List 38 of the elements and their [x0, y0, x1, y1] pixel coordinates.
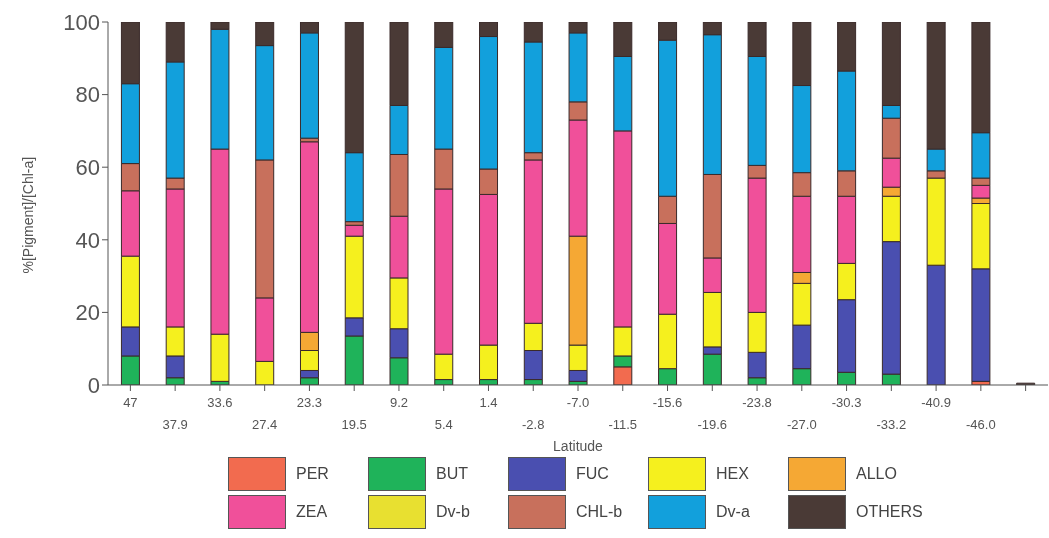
x-tick-label: -30.3 — [831, 395, 862, 410]
legend-label: HEX — [716, 465, 749, 483]
y-tick-label: 40 — [75, 227, 100, 253]
legend-label: CHL-b — [576, 503, 623, 521]
legend-label: PER — [296, 465, 329, 483]
x-tick-label: 1.4 — [479, 395, 498, 410]
x-tick-label: -19.6 — [697, 417, 728, 432]
legend-label: FUC — [576, 465, 609, 483]
legend-label: Dv-b — [436, 503, 470, 521]
y-tick-label: 60 — [75, 155, 100, 181]
y-tick-label: 0 — [87, 372, 100, 398]
x-tick-label: -40.9 — [921, 395, 951, 410]
x-tick-label: -23.8 — [742, 395, 772, 410]
legend-label: Dv-a — [716, 503, 750, 521]
y-tick-label: 80 — [75, 82, 100, 108]
x-tick-label: 9.2 — [389, 395, 408, 410]
y-axis-title: %[Pigment]/[Chl-a] — [19, 156, 36, 274]
legend-label: ZEA — [296, 503, 328, 521]
x-tick-label: 19.5 — [341, 417, 367, 432]
x-tick-label: -46.0 — [966, 417, 996, 432]
x-tick-label: -2.8 — [522, 417, 545, 432]
x-tick-label: 47 — [123, 395, 138, 410]
x-tick-label: -33.2 — [876, 417, 907, 432]
x-tick-label: -27.0 — [786, 417, 817, 432]
x-tick-label: 33.6 — [207, 395, 233, 410]
x-tick-label: 27.4 — [252, 417, 278, 432]
x-tick-label: -15.6 — [652, 395, 683, 410]
legend-label: ALLO — [856, 465, 897, 483]
x-tick-label: 23.3 — [296, 395, 323, 410]
x-tick-label: 37.9 — [162, 417, 188, 432]
x-tick-label: 5.4 — [434, 417, 453, 432]
legend-label: BUT — [436, 465, 468, 483]
y-tick-label: 100 — [63, 9, 100, 35]
x-axis-title: Latitude — [553, 438, 604, 454]
y-tick-label: 20 — [75, 300, 100, 326]
x-tick-label: -11.5 — [608, 417, 638, 432]
x-tick-label: -7.0 — [566, 395, 590, 410]
legend-label: OTHERS — [856, 503, 923, 521]
